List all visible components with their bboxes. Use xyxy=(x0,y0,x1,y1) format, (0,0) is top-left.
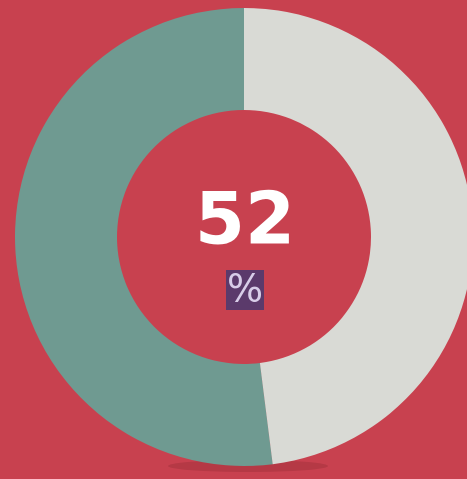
donut-segment xyxy=(244,8,467,465)
donut-segment xyxy=(15,8,273,466)
center-unit: % xyxy=(227,267,263,311)
unit-badge xyxy=(226,270,264,310)
center-value: 52 xyxy=(195,177,295,261)
donut xyxy=(15,8,467,466)
